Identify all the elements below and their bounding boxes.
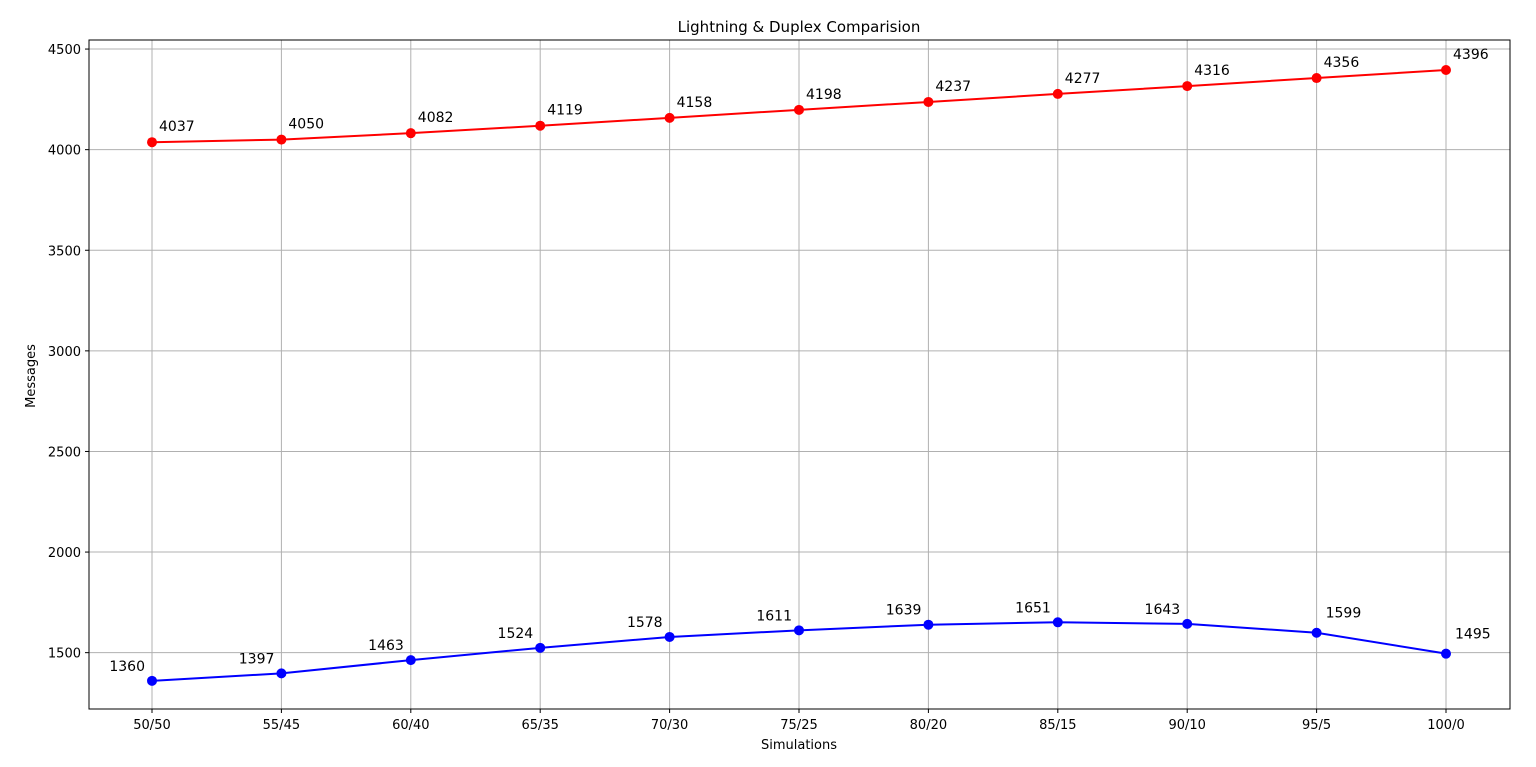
- x-tick-label: 60/40: [392, 718, 429, 733]
- x-tick-label: 95/5: [1302, 718, 1331, 733]
- data-point: [1311, 73, 1322, 84]
- data-point: [794, 625, 804, 636]
- data-label: 1495: [1455, 627, 1491, 643]
- data-point: [1182, 81, 1193, 92]
- x-tick-label: 50/50: [133, 718, 170, 733]
- data-label: 4082: [418, 110, 454, 126]
- data-point: [147, 675, 157, 686]
- data-label: 4396: [1453, 47, 1489, 63]
- grid-layer: [89, 40, 1510, 709]
- data-point: [276, 134, 287, 145]
- data-label: 4316: [1194, 63, 1230, 79]
- x-tick-label: 55/45: [263, 718, 300, 733]
- data-point: [923, 619, 934, 630]
- x-tick-label: 90/10: [1168, 718, 1205, 733]
- data-point: [664, 631, 675, 642]
- y-tick-label: 3500: [48, 244, 81, 259]
- data-label-layer: 4037 4050 4082 4119 4158 4198 4237 4277 4316 4356…: [109, 47, 1490, 675]
- data-label: 4237: [935, 79, 971, 95]
- data-label: 4158: [677, 95, 713, 111]
- x-axis-label: Simulations: [761, 738, 837, 753]
- y-axis-label: Messages: [24, 344, 39, 408]
- y-tick-label: 4000: [48, 144, 81, 159]
- data-label: 1524: [498, 626, 534, 642]
- y-tick-label: 2000: [48, 546, 81, 561]
- data-label: 1463: [368, 638, 404, 654]
- data-point: [405, 655, 416, 666]
- data-point: [1052, 617, 1063, 628]
- data-point: [1311, 627, 1322, 638]
- data-point: [664, 112, 675, 123]
- data-point: [535, 120, 546, 131]
- data-point: [1052, 88, 1063, 99]
- y-tick-label: 3000: [48, 345, 81, 360]
- data-point: [923, 96, 934, 107]
- y-tick-label: 4500: [48, 43, 81, 58]
- data-label: 4198: [806, 87, 842, 103]
- data-label: 1611: [756, 608, 792, 624]
- tick-layer: 50/50 55/45 60/40 65/35 70/30 75/25 80/20 85/15…: [48, 43, 1465, 733]
- y-tick-label: 2500: [48, 445, 81, 460]
- chart-title: Lightning & Duplex Comparision: [678, 18, 921, 36]
- data-point: [535, 642, 546, 653]
- y-tick-label: 1500: [48, 647, 81, 662]
- data-label: 4277: [1065, 71, 1101, 87]
- data-label: 1643: [1145, 602, 1181, 618]
- data-label: 1397: [239, 651, 275, 667]
- data-point: [147, 137, 157, 148]
- data-label: 1651: [1015, 600, 1051, 616]
- data-point: [276, 668, 287, 679]
- data-point: [1441, 64, 1451, 75]
- x-tick-label: 100/0: [1427, 718, 1464, 733]
- x-tick-label: 85/15: [1039, 718, 1076, 733]
- data-point: [405, 128, 416, 139]
- data-label: 1639: [886, 603, 922, 619]
- data-point: [1441, 648, 1451, 659]
- data-label: 1360: [109, 659, 145, 675]
- data-label: 1578: [627, 615, 663, 631]
- data-label: 4037: [159, 119, 195, 135]
- x-tick-label: 80/20: [910, 718, 947, 733]
- data-point: [794, 104, 804, 115]
- x-tick-label: 65/35: [521, 718, 558, 733]
- data-label: 1599: [1326, 606, 1362, 622]
- data-point: [1182, 618, 1193, 629]
- data-label: 4356: [1324, 55, 1360, 71]
- data-label: 4050: [288, 117, 324, 133]
- x-tick-label: 70/30: [651, 718, 688, 733]
- series-layer: [147, 64, 1451, 686]
- x-tick-label: 75/25: [780, 718, 817, 733]
- data-label: 4119: [547, 103, 583, 119]
